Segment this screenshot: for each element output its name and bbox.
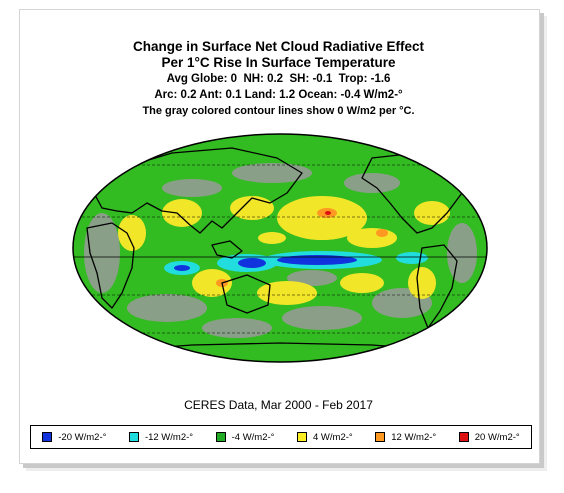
map-subtitle: Per 1°C Rise In Surface Temperature [161, 55, 396, 70]
africa-outline [86, 222, 135, 309]
map-field [73, 134, 487, 362]
legend-label: 4 W/m2-° [313, 431, 353, 443]
legend-item: -20 W/m2-° [42, 432, 106, 443]
legend-label: -20 W/m2-° [58, 431, 107, 443]
legend-item: -12 W/m2-° [128, 431, 194, 443]
greenland-outline [426, 142, 465, 168]
legend-item: -4 W/m2-° [215, 431, 275, 443]
legend-swatch [128, 432, 139, 442]
stats-line-2: Arc: 0.2 Ant: 0.1 Land: 1.2 Ocean: -0.4 … [154, 89, 403, 101]
map-title: Change in Surface Net Cloud Radiative Ef… [132, 39, 425, 54]
legend-swatch [215, 432, 226, 442]
legend-swatch [42, 432, 53, 442]
legend-item: 4 W/m2-° [297, 432, 353, 443]
legend-label: -4 W/m2-° [231, 431, 275, 443]
data-source: CERES Data, Mar 2000 - Feb 2017 [184, 398, 373, 412]
title-block: Change in Surface Net Cloud Radiative Ef… [19, 39, 538, 119]
eurasia-outline [93, 147, 303, 234]
legend-swatch [297, 432, 307, 442]
stats-line-1: Avg Globe: 0 NH: 0.2 SH: -0.1 Trop: -1.6 [166, 73, 391, 85]
color-legend: -20 W/m2-° -12 W/m2-° -4 W/m2-° 4 W/m2-°… [30, 425, 532, 449]
south-america-outline [416, 244, 458, 329]
maritime-continent-outline [211, 240, 243, 259]
contour-note: The gray colored contour lines show 0 W/… [142, 105, 415, 117]
globe-border [72, 133, 488, 363]
legend-swatch [458, 432, 469, 442]
legend-item: 12 W/m2-° [375, 432, 436, 443]
negative-regions [164, 251, 428, 275]
legend-item: 20 W/m2-° [458, 431, 520, 443]
mollweide-map [72, 133, 488, 363]
australia-outline [221, 274, 271, 314]
legend-label: -12 W/m2-° [144, 431, 194, 443]
legend-swatch [375, 432, 386, 442]
legend-label: 20 W/m2-° [474, 431, 520, 443]
legend-label: 12 W/m2-° [391, 431, 437, 443]
neutral-regions [84, 163, 477, 338]
